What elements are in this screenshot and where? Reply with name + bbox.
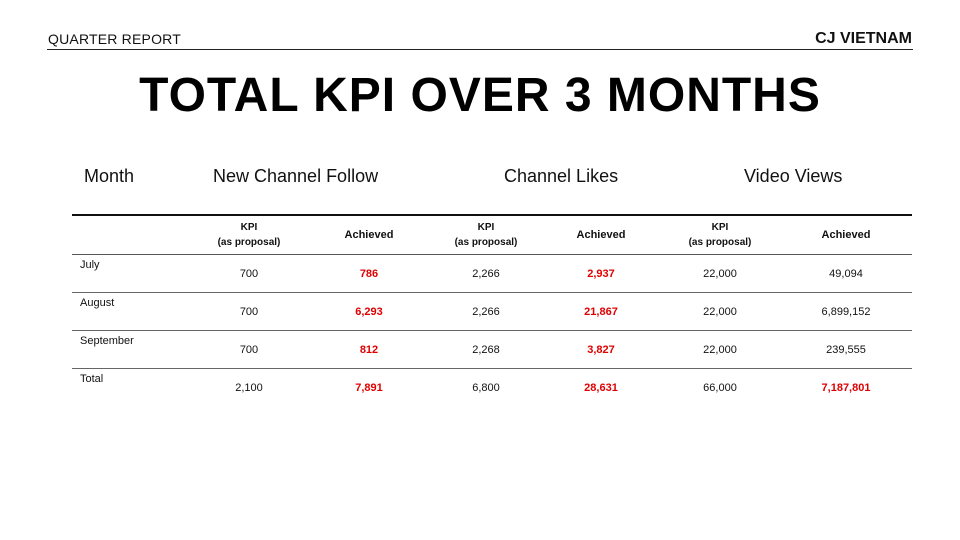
likes-achieved-cell: 21,867: [584, 305, 618, 318]
views-achieved-cell: 239,555: [826, 343, 866, 356]
month-column-header: Month: [84, 166, 135, 186]
company-name: CJ VIETNAM: [815, 30, 912, 47]
likes-kpi-cell: 6,800: [472, 381, 500, 394]
video-views-header: Video Views: [744, 166, 843, 186]
row-label: September: [80, 335, 134, 347]
follow-achieved-cell: 7,891: [355, 381, 383, 394]
page-title: TOTAL KPI OVER 3 MONTHS: [139, 69, 821, 122]
kpi-table: KPI (as proposal) Achieved KPI (as proposa…: [72, 214, 912, 406]
new-channel-follow-header: New Channel Follow: [213, 166, 379, 186]
report-type-label: QUARTER REPORT: [48, 31, 181, 47]
views-achieved-cell: 6,899,152: [821, 305, 871, 318]
likes-achieved-subheader: Achieved: [576, 228, 626, 241]
follow-achieved-cell: 812: [359, 343, 379, 356]
follow-kpi-cell: 700: [239, 267, 259, 280]
views-achieved-subheader: Achieved: [821, 228, 871, 241]
likes-achieved-cell: 28,631: [584, 381, 618, 394]
views-kpi-cell: 22,000: [703, 305, 737, 318]
views-achieved-cell: 49,094: [829, 267, 863, 280]
follow-kpi-cell: 2,100: [235, 381, 263, 394]
row-label: July: [80, 259, 100, 271]
follow-achieved-cell: 786: [359, 267, 379, 280]
likes-achieved-cell: 3,827: [587, 343, 615, 356]
views-achieved-cell: 7,187,801: [821, 381, 871, 394]
likes-achieved-cell: 2,937: [587, 267, 615, 280]
likes-kpi-cell: 2,268: [472, 343, 500, 356]
row-label: August: [80, 297, 115, 309]
row-label: Total: [80, 373, 104, 385]
views-kpi-cell: 22,000: [703, 343, 737, 356]
table-row: July 700 786 2,266 2,937 22,000 49,094: [72, 255, 912, 293]
views-kpi-cell: 66,000: [703, 381, 737, 394]
follow-kpi-cell: 700: [239, 305, 259, 318]
table-row-total: Total 2,100 7,891 6,800 28,631 66,000 7,…: [72, 369, 912, 407]
views-kpi-cell: 22,000: [703, 267, 737, 280]
header-divider: [47, 49, 913, 50]
likes-kpi-cell: 2,266: [472, 267, 500, 280]
table-row: September 700 812 2,268 3,827 22,000 239…: [72, 331, 912, 369]
follow-kpi-subheader: KPI (as proposal): [217, 222, 281, 248]
follow-kpi-cell: 700: [239, 343, 259, 356]
likes-kpi-subheader: KPI (as proposal): [454, 222, 518, 248]
month-subheader: [72, 215, 190, 255]
table-row: August 700 6,293 2,266 21,867 22,000 6,8…: [72, 293, 912, 331]
channel-likes-header: Channel Likes: [504, 166, 619, 186]
views-kpi-subheader: KPI (as proposal): [688, 222, 752, 248]
follow-achieved-cell: 6,293: [355, 305, 383, 318]
likes-kpi-cell: 2,266: [472, 305, 500, 318]
follow-achieved-subheader: Achieved: [344, 228, 394, 241]
table-subheader-row: KPI (as proposal) Achieved KPI (as proposa…: [72, 215, 912, 255]
